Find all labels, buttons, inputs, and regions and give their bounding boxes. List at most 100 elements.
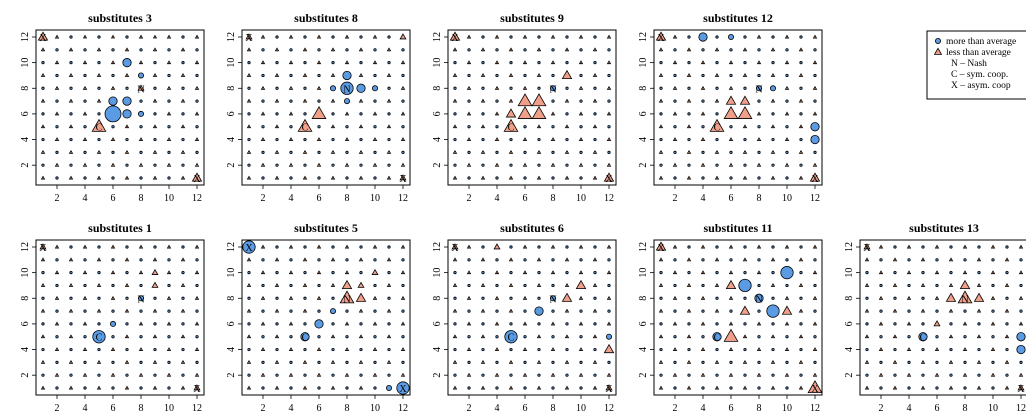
- panel-title: substitutes 3: [88, 11, 152, 25]
- grid-marker: [260, 270, 266, 275]
- grid-marker: [400, 270, 406, 275]
- grid-marker: [606, 111, 612, 116]
- grid-marker: [812, 111, 818, 116]
- grid-marker: [152, 308, 158, 313]
- data-point: [945, 292, 957, 302]
- grid-marker: [607, 283, 611, 288]
- grid-marker: [372, 34, 378, 39]
- grid-marker: [949, 347, 953, 352]
- grid-marker: [261, 283, 265, 288]
- grid-marker: [111, 176, 115, 180]
- grid-marker: [317, 99, 321, 103]
- grid-marker: [522, 295, 528, 300]
- grid-marker: [82, 60, 88, 65]
- data-point: [151, 268, 159, 275]
- grid-marker: [260, 162, 266, 167]
- grid-marker: [522, 60, 528, 65]
- grid-marker: [288, 162, 294, 167]
- grid-marker: [812, 60, 818, 65]
- grid-marker: [714, 175, 720, 180]
- grid-marker: [935, 335, 939, 339]
- grid-marker: [742, 385, 748, 390]
- grid-marker: [41, 61, 45, 65]
- grid-marker: [40, 98, 46, 103]
- grid-marker: [673, 125, 677, 129]
- grid-marker: [864, 334, 870, 339]
- grid-marker: [742, 359, 748, 364]
- data-point: [531, 105, 547, 119]
- grid-marker: [247, 296, 251, 300]
- grid-marker: [522, 244, 528, 249]
- grid-marker: [743, 163, 747, 167]
- grid-marker: [331, 112, 335, 116]
- x-tick-label: 6: [111, 193, 116, 204]
- grid-marker: [302, 175, 308, 180]
- grid-marker: [742, 334, 748, 339]
- point-label: C: [96, 123, 103, 134]
- grid-marker: [400, 111, 406, 116]
- grid-marker: [921, 245, 925, 249]
- grid-marker: [522, 34, 528, 39]
- data-point: [92, 330, 106, 344]
- grid-marker: [592, 124, 598, 129]
- grid-marker: [453, 86, 457, 90]
- grid-marker: [906, 244, 912, 249]
- data-point: [399, 174, 407, 181]
- data-point: [110, 34, 116, 39]
- panel-title: substitutes 13: [909, 221, 979, 235]
- legend-label: C – sym. coop.: [951, 70, 1008, 80]
- grid-marker: [289, 48, 293, 52]
- grid-marker: [771, 322, 775, 326]
- grid-marker: [672, 162, 678, 167]
- grid-marker: [813, 73, 817, 78]
- grid-marker: [700, 244, 706, 249]
- plot-frame: [447, 239, 617, 396]
- data-point: [810, 134, 820, 145]
- grid-marker: [195, 150, 199, 154]
- grid-marker: [672, 111, 678, 116]
- grid-marker: [125, 35, 129, 39]
- grid-marker: [729, 386, 733, 390]
- grid-marker: [700, 137, 706, 141]
- data-point: [371, 85, 378, 92]
- grid-marker: [743, 296, 747, 300]
- grid-marker: [275, 322, 279, 326]
- grid-marker: [345, 360, 349, 364]
- grid-marker: [865, 347, 869, 352]
- grid-marker: [509, 61, 513, 65]
- grid-marker: [1005, 347, 1009, 352]
- grid-marker: [742, 175, 748, 180]
- grid-marker: [96, 149, 102, 154]
- y-tick-label: 10: [20, 268, 31, 278]
- grid-marker: [358, 47, 364, 52]
- grid-marker: [607, 125, 611, 129]
- grid-marker: [578, 270, 584, 275]
- grid-marker: [812, 270, 818, 275]
- grid-marker: [246, 98, 252, 103]
- grid-marker: [40, 175, 46, 180]
- grid-marker: [261, 125, 265, 129]
- grid-marker: [316, 347, 322, 351]
- grid-marker: [714, 385, 720, 390]
- grid-marker: [97, 35, 101, 39]
- legend-circle-icon: [935, 38, 942, 45]
- grid-marker: [481, 245, 485, 249]
- grid-marker: [111, 283, 115, 288]
- grid-marker: [935, 360, 939, 364]
- grid-marker: [865, 296, 869, 300]
- grid-marker: [373, 309, 377, 313]
- grid-marker: [523, 258, 527, 262]
- grid-marker: [659, 296, 663, 300]
- grid-marker: [948, 308, 954, 313]
- data-point: [137, 72, 144, 79]
- grid-marker: [97, 61, 101, 65]
- grid-marker: [1019, 283, 1023, 288]
- grid-marker: [41, 271, 45, 275]
- grid-marker: [991, 309, 995, 313]
- y-tick-label: 2: [638, 163, 649, 168]
- grid-marker: [673, 150, 677, 154]
- grid-marker: [453, 112, 457, 116]
- grid-marker: [606, 372, 612, 377]
- grid-marker: [729, 360, 733, 364]
- grid-marker: [1019, 360, 1023, 364]
